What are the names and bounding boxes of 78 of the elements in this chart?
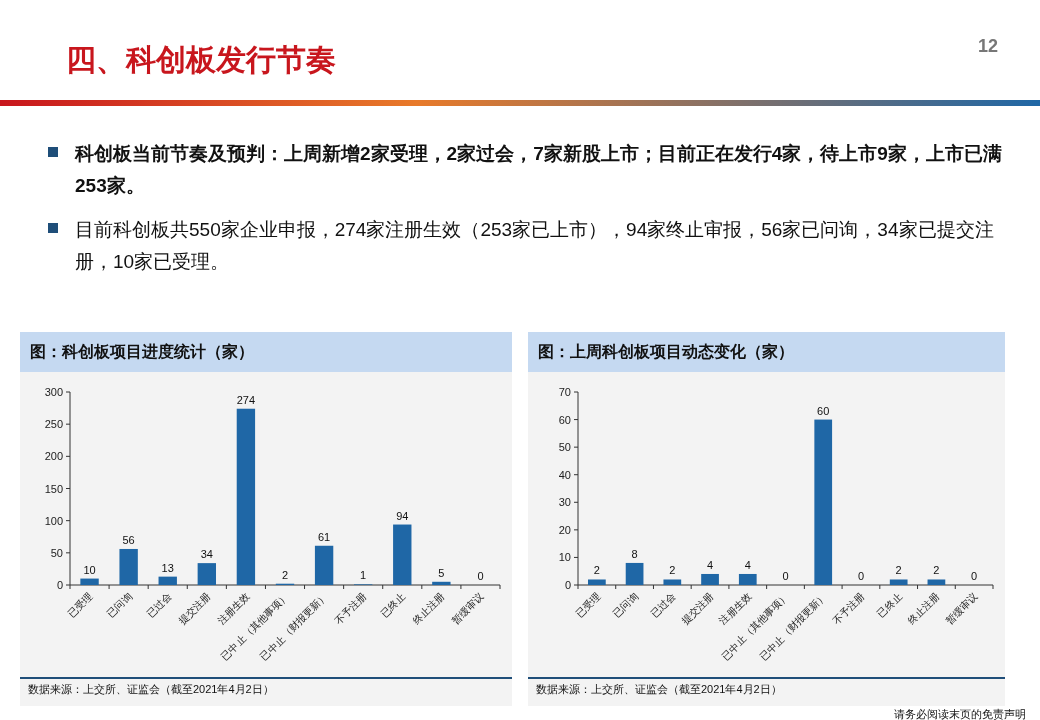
data-label: 1 — [360, 569, 367, 582]
y-tick-label: 300 — [44, 386, 63, 398]
data-label: 2 — [281, 568, 289, 581]
data-label: 10 — [83, 563, 96, 576]
chart-title: 图：科创板项目进度统计（家） — [20, 332, 512, 372]
bar — [701, 573, 719, 585]
y-tick-label: 0 — [56, 579, 63, 591]
bar — [927, 579, 946, 585]
x-tick-label: 终止注册 — [410, 590, 447, 627]
y-tick-label: 150 — [44, 482, 63, 495]
data-label: 2 — [593, 564, 600, 577]
data-label: 61 — [317, 530, 331, 543]
x-tick-label: 已终止 — [378, 590, 408, 620]
x-tick-label: 已过会 — [144, 590, 174, 620]
y-tick-label: 50 — [558, 441, 571, 454]
x-tick-label: 已受理 — [573, 590, 603, 620]
data-label: 2 — [933, 564, 940, 577]
text: 四、科创板发行节奏 — [66, 41, 336, 79]
data-label: 2 — [895, 564, 902, 577]
bar — [314, 545, 334, 585]
y-tick-label: 50 — [50, 546, 63, 559]
y-tick-label: 30 — [558, 496, 571, 509]
bar — [80, 578, 99, 585]
data-label: 0 — [971, 570, 978, 582]
bar — [814, 419, 833, 585]
x-tick-label: 已问询 — [611, 590, 641, 620]
x-tick-label: 提交注册 — [176, 590, 213, 627]
text: 12 — [978, 36, 999, 57]
y-tick-label: 0 — [564, 579, 571, 591]
y-tick-label: 40 — [558, 468, 571, 481]
x-tick-label: 已问询 — [105, 590, 135, 620]
data-label: 8 — [631, 547, 638, 560]
x-tick-label: 提交注册 — [679, 590, 716, 627]
chart-title: 图：上周科创板项目动态变化（家） — [528, 332, 1005, 372]
data-label: 13 — [161, 561, 174, 574]
text: 请务必阅读末页的免责声明 — [894, 708, 1026, 720]
data-label: 0 — [477, 570, 484, 582]
y-tick-label: 200 — [44, 450, 63, 463]
x-tick-label: 终止注册 — [905, 590, 942, 627]
y-tick-label: 10 — [558, 551, 571, 564]
data-label: 4 — [744, 558, 751, 571]
bar — [158, 576, 177, 585]
source-note: 数据来源：上交所、证监会（截至2021年4月2日） — [28, 682, 274, 697]
bar — [119, 548, 138, 585]
x-tick-label: 暂缓审议 — [943, 590, 980, 627]
bar — [588, 579, 606, 585]
bar — [625, 562, 644, 585]
x-tick-label: 不予注册 — [332, 590, 369, 627]
y-tick-label: 250 — [44, 418, 63, 431]
text: 科创板当前节奏及预判：上周新增2家受理，2家过会，7家新股上市；目前正在发行4家，待上市9家，上市已满253家。 — [75, 142, 1003, 198]
data-label: 274 — [236, 393, 256, 406]
data-label: 56 — [122, 533, 135, 546]
y-tick-label: 60 — [558, 413, 571, 426]
x-tick-label: 不予注册 — [830, 590, 867, 627]
data-label: 2 — [669, 564, 676, 577]
bar — [236, 408, 256, 585]
data-label: 0 — [782, 570, 789, 582]
bar — [393, 524, 412, 585]
x-tick-label: 已终止 — [875, 590, 905, 620]
bar — [889, 579, 908, 585]
y-tick-label: 70 — [558, 386, 571, 398]
x-tick-label: 暂缓审议 — [449, 590, 486, 627]
bar — [738, 573, 757, 585]
source-note: 数据来源：上交所、证监会（截至2021年4月2日） — [536, 682, 782, 697]
y-tick-label: 100 — [44, 514, 63, 527]
bar — [197, 563, 216, 585]
bar — [432, 581, 451, 585]
x-tick-label: 已过会 — [648, 590, 678, 620]
y-tick-label: 20 — [558, 523, 571, 536]
text: 目前科创板共550家企业申报，274家注册生效（253家已上市），94家终止审报，56家已问询，34家已提交注册，10家已受理。 — [75, 218, 995, 274]
data-label: 4 — [706, 558, 714, 571]
data-label: 5 — [438, 566, 445, 579]
bar — [663, 579, 682, 585]
data-label: 34 — [200, 548, 213, 561]
data-label: 94 — [396, 509, 409, 522]
data-label: 0 — [857, 570, 865, 582]
data-label: 60 — [817, 404, 830, 417]
x-tick-label: 已受理 — [65, 590, 95, 620]
